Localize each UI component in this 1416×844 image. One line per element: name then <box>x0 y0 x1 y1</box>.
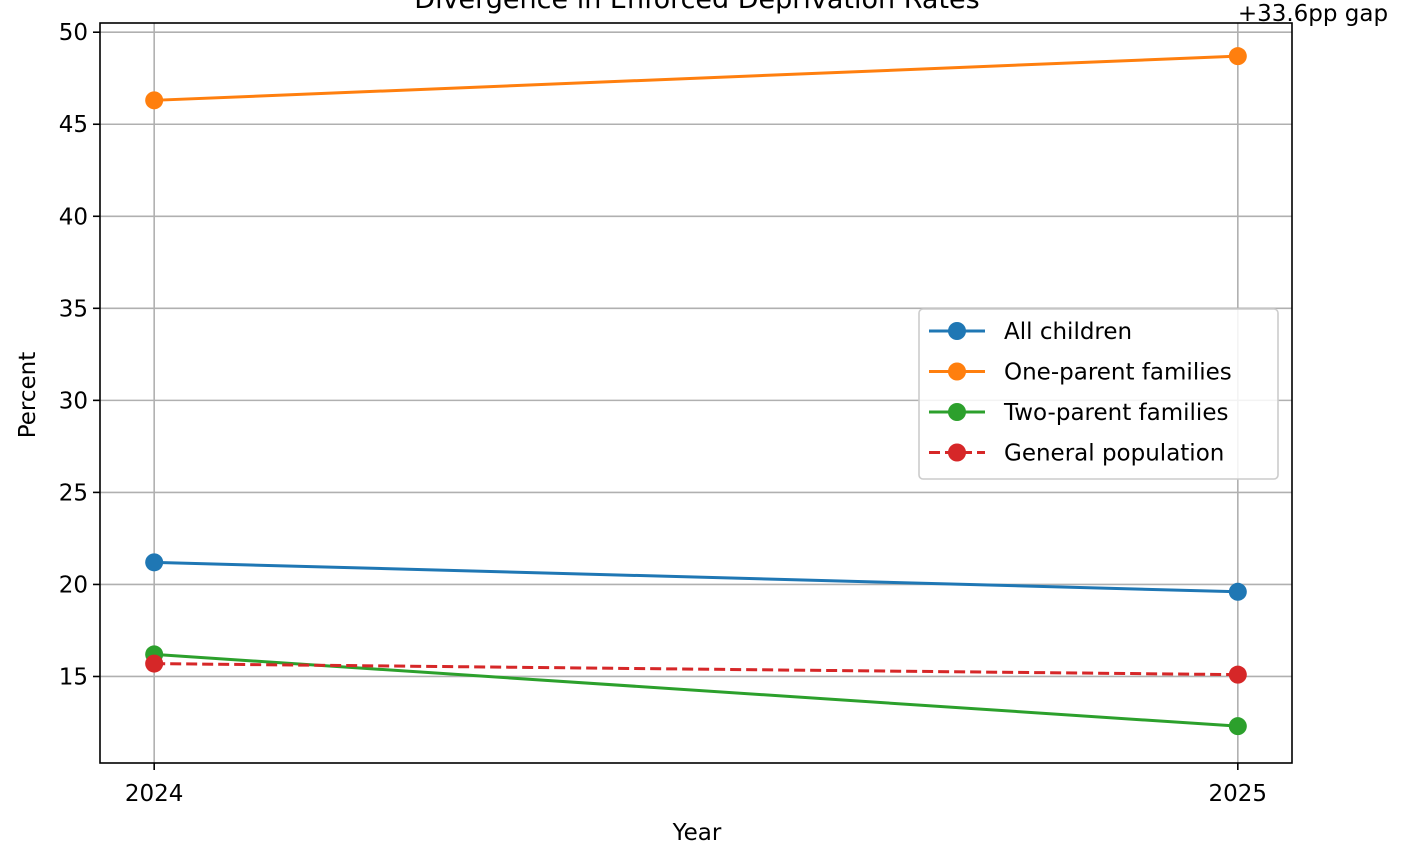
legend-label: General population <box>1004 441 1224 467</box>
legend-marker <box>948 362 966 381</box>
y-tick-label: 50 <box>59 20 88 46</box>
y-tick-label: 15 <box>59 664 88 690</box>
y-tick-label: 25 <box>59 480 88 506</box>
y-tick-label: 35 <box>59 296 88 322</box>
data-point <box>145 654 164 673</box>
data-point <box>1228 665 1247 684</box>
series-line <box>154 662 1238 677</box>
y-tick-label: 20 <box>59 572 88 598</box>
legend-label: Two-parent families <box>1003 400 1228 426</box>
y-tick-label: 45 <box>59 112 88 138</box>
grid <box>100 23 1292 763</box>
plot-frame <box>99 22 1293 764</box>
y-axis-label: Percent <box>15 352 41 439</box>
data-point <box>1228 582 1247 601</box>
legend-label: All children <box>1004 319 1132 345</box>
chart-title: Divergence in Enforced Deprivation Rates <box>414 0 979 15</box>
data-point <box>1228 47 1247 66</box>
legend-label: One-parent families <box>1004 360 1232 386</box>
y-tick-label: 30 <box>59 388 88 414</box>
gap-annotation: +33.6pp gap <box>1238 1 1388 27</box>
legend-box <box>918 308 1279 480</box>
x-axis-label: Year <box>672 820 722 844</box>
series-line <box>154 560 1238 594</box>
legend-marker <box>948 403 966 421</box>
legend-marker <box>948 443 966 462</box>
y-tick-label: 40 <box>59 204 88 230</box>
data-point <box>145 91 164 110</box>
annotations: +33.6pp gap <box>1238 1 1388 27</box>
legend: All children One-parent families Two-paren… <box>918 308 1279 480</box>
series-line <box>154 54 1238 102</box>
legend-marker <box>948 322 966 340</box>
x-tick-label: 2024 <box>125 781 184 807</box>
series-layer <box>145 47 1247 736</box>
data-point <box>1228 717 1247 736</box>
data-point <box>145 553 164 572</box>
x-tick-label: 2025 <box>1209 781 1268 807</box>
